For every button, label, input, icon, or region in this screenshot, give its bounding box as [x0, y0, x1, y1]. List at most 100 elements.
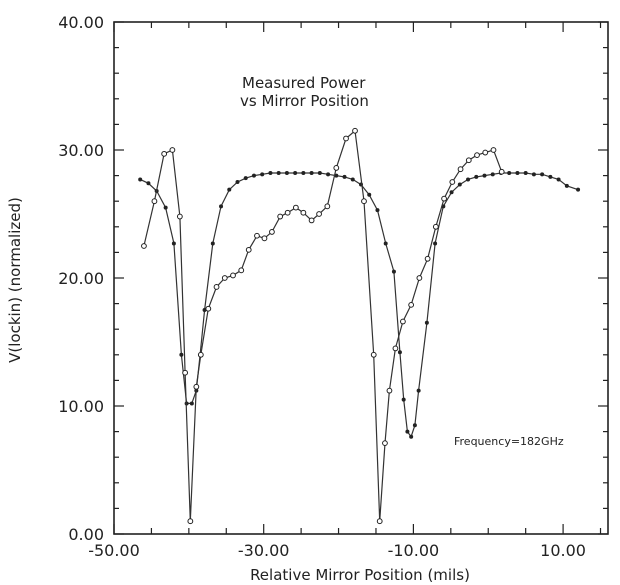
data-point [300, 209, 307, 216]
series-line [143, 129, 503, 522]
data-point [276, 171, 281, 176]
data-point [564, 183, 569, 188]
data-point [408, 301, 415, 308]
y-axis-label: V(lockin) (normalized) [6, 197, 24, 363]
data-point [342, 174, 347, 179]
data-point [352, 127, 358, 134]
data-point [409, 434, 414, 439]
data-point [540, 172, 545, 177]
data-point [146, 181, 151, 186]
data-point [324, 203, 331, 210]
data-point [301, 171, 306, 176]
y-tick-label: 0.00 [68, 525, 104, 544]
series-layer [138, 127, 581, 525]
data-point [515, 171, 520, 176]
y-tick-label: 40.00 [58, 13, 104, 32]
series-2 [141, 127, 505, 525]
axis-ticks [113, 21, 608, 535]
data-point [189, 401, 194, 406]
data-point [350, 177, 355, 182]
data-point [176, 213, 183, 220]
data-point [576, 187, 581, 192]
data-point [213, 284, 220, 290]
data-point [457, 182, 462, 187]
data-point [169, 147, 176, 153]
data-point [179, 352, 184, 357]
data-point [432, 223, 439, 230]
data-point [268, 171, 273, 176]
data-point [449, 179, 456, 185]
data-point [151, 198, 158, 205]
data-point [424, 320, 429, 325]
data-point [197, 351, 204, 358]
data-point [441, 195, 447, 202]
data-point [333, 165, 340, 171]
data-point [182, 369, 189, 376]
data-point [556, 177, 561, 182]
data-point [482, 173, 487, 178]
data-point [376, 518, 383, 525]
data-point [457, 166, 464, 173]
data-point [221, 275, 228, 281]
data-point [171, 241, 176, 246]
data-point [548, 174, 553, 179]
data-point [370, 351, 377, 358]
data-point [531, 172, 536, 177]
series-1 [138, 171, 581, 439]
data-point [401, 397, 406, 402]
data-point [161, 150, 168, 157]
data-point [238, 267, 245, 274]
data-point [326, 172, 331, 177]
data-point [474, 174, 479, 179]
data-point [433, 241, 438, 246]
data-point [293, 171, 298, 176]
data-point [316, 211, 322, 217]
y-tick-labels: 0.00 10.00 20.00 30.00 40.00 [58, 13, 104, 544]
data-point [465, 157, 472, 164]
data-point [507, 171, 512, 176]
data-point [163, 205, 168, 210]
data-point [235, 180, 240, 184]
data-point [416, 388, 421, 393]
data-point [382, 440, 388, 447]
data-point [391, 269, 396, 274]
data-point [261, 235, 268, 242]
data-point [193, 383, 200, 390]
data-point [383, 241, 388, 246]
data-point [187, 518, 194, 525]
x-tick-label: -10.00 [388, 541, 440, 560]
data-point [317, 171, 322, 176]
data-point [367, 192, 372, 197]
data-point [392, 345, 399, 352]
data-point [284, 171, 289, 176]
data-point [205, 305, 212, 312]
x-tick-label: 10.00 [540, 541, 586, 560]
data-point [397, 350, 402, 355]
y-tick-label: 10.00 [58, 397, 104, 416]
data-point [309, 171, 314, 176]
data-point [284, 209, 291, 216]
data-point [260, 172, 265, 177]
data-point [269, 229, 275, 235]
data-point [466, 177, 471, 182]
data-point [405, 429, 410, 434]
data-point [416, 275, 423, 281]
data-point [138, 177, 143, 182]
series-line [139, 172, 579, 439]
data-point [343, 135, 349, 142]
data-point [243, 176, 248, 181]
data-point [210, 241, 215, 246]
data-point [386, 387, 393, 394]
data-point [308, 217, 315, 224]
data-point [227, 187, 232, 192]
x-tick-labels: -50.00 -30.00 -10.00 10.00 [88, 541, 586, 560]
data-point [412, 423, 417, 428]
data-point [292, 204, 299, 211]
data-point [254, 232, 260, 239]
chart-title: Measured Power [242, 74, 366, 92]
data-point [141, 243, 147, 249]
data-point [375, 208, 380, 213]
data-point [424, 255, 431, 262]
data-point [245, 246, 252, 253]
data-point [490, 172, 495, 177]
